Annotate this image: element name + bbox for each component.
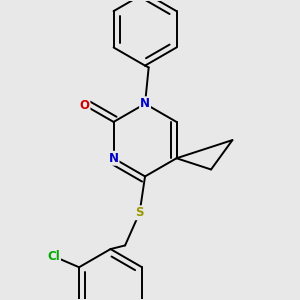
Text: Cl: Cl bbox=[47, 250, 60, 263]
Text: S: S bbox=[135, 206, 144, 219]
Text: N: N bbox=[140, 97, 150, 110]
Text: O: O bbox=[80, 99, 89, 112]
Text: N: N bbox=[109, 152, 118, 165]
